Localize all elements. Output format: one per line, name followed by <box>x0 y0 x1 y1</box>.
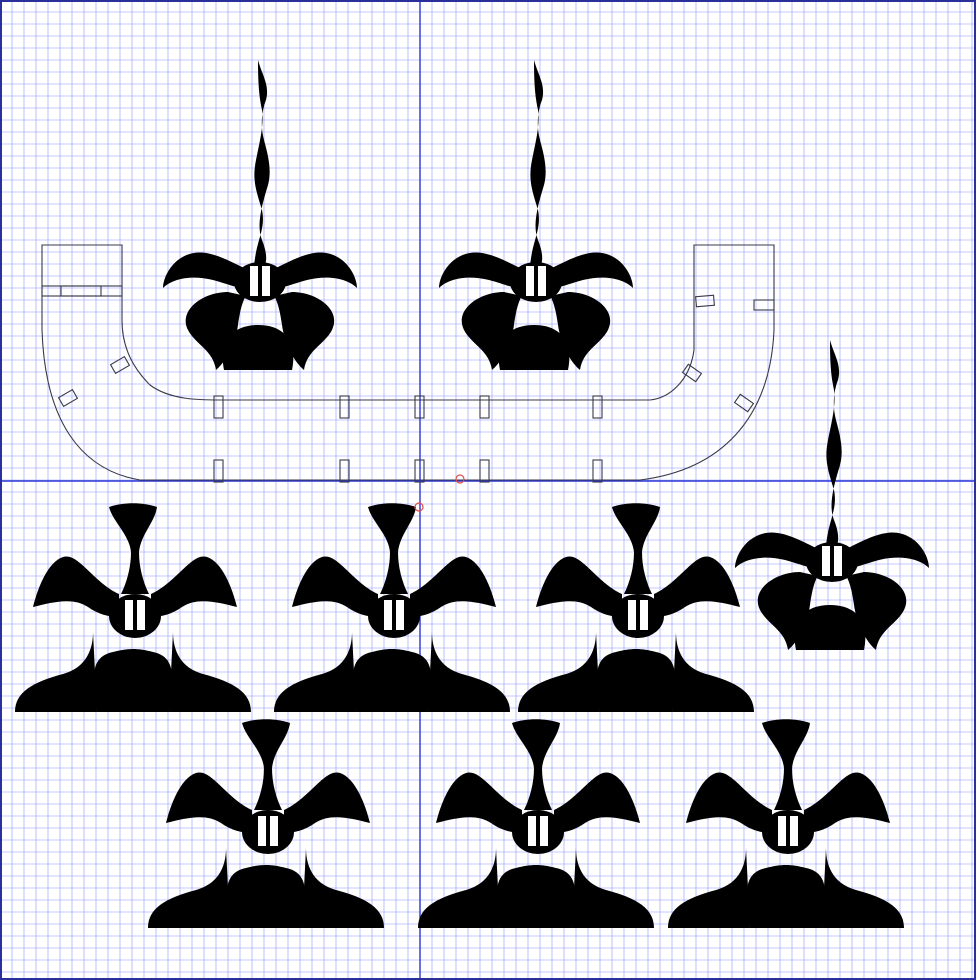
short-ornament-part[interactable] <box>148 719 384 928</box>
origin-marker[interactable] <box>455 474 465 484</box>
short-ornament-part[interactable] <box>418 719 654 928</box>
short-ornament-part[interactable] <box>15 503 251 712</box>
origin-marker[interactable] <box>414 502 424 512</box>
short-ornament-part[interactable] <box>668 719 904 928</box>
short-ornament-part[interactable] <box>518 503 754 712</box>
short-ornament-part[interactable] <box>274 503 510 712</box>
boat-base-part[interactable] <box>41 244 775 483</box>
